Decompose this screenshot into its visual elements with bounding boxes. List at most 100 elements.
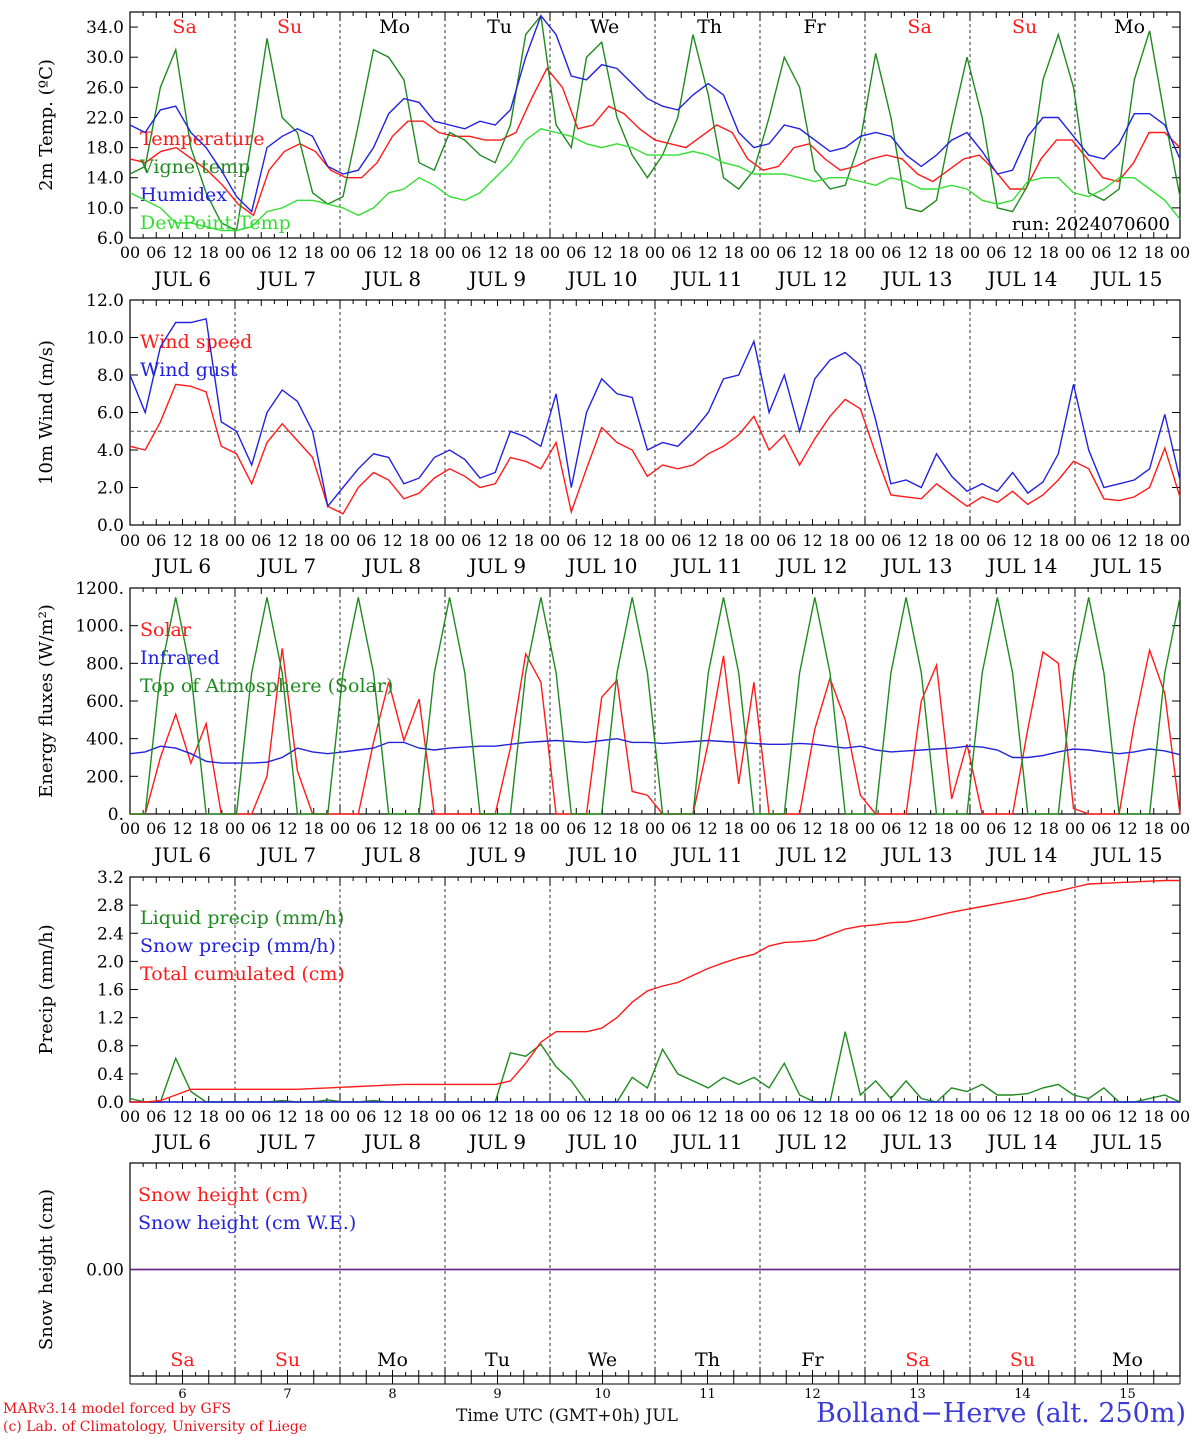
hour-tick-label: 06: [356, 243, 376, 262]
series-line-total-cumulated-cm-: [130, 879, 1180, 1103]
hour-tick-label: 00: [1170, 531, 1190, 550]
date-label: JUL 10: [566, 843, 638, 867]
hour-tick-label: 18: [724, 1107, 744, 1126]
hour-tick-label: 06: [776, 531, 796, 550]
hour-tick-label: 00: [120, 819, 140, 838]
series-line-top-of-atmosphere-solar-: [130, 597, 1181, 815]
credit-model: MARv3.14 model forced by GFS: [3, 1401, 232, 1417]
hour-tick-label: 06: [671, 531, 691, 550]
hour-tick-label: 06: [1091, 531, 1111, 550]
hour-tick-label: 00: [225, 819, 245, 838]
y-tick-label: 3.2: [97, 868, 124, 888]
hour-tick-label: 06: [1091, 819, 1111, 838]
date-label: JUL 8: [362, 843, 421, 867]
hour-tick-label: 12: [1012, 531, 1032, 550]
y-tick-label: 1000.: [75, 617, 124, 637]
day-number-label: 6: [178, 1387, 186, 1402]
hour-tick-label: 12: [592, 1107, 612, 1126]
hour-tick-label: 06: [986, 819, 1006, 838]
hour-tick-label: 00: [120, 1107, 140, 1126]
series-line-wind-speed: [129, 383, 1181, 515]
hour-tick-label: 18: [514, 819, 534, 838]
hour-tick-label: 12: [697, 1107, 717, 1126]
day-number-label: 11: [699, 1387, 716, 1402]
hour-tick-label: 18: [1144, 243, 1164, 262]
hour-tick-label: 18: [514, 531, 534, 550]
hour-tick-label: 18: [1144, 1107, 1164, 1126]
hour-tick-label: 18: [829, 1107, 849, 1126]
hour-tick-label: 18: [619, 243, 639, 262]
hour-tick-label: 06: [881, 1107, 901, 1126]
hour-tick-label: 06: [566, 819, 586, 838]
weekday-label: Mo: [379, 16, 410, 38]
y-axis-label: 2m Temp. (ºC): [36, 59, 57, 191]
hour-tick-label: 12: [907, 1107, 927, 1126]
hour-tick-label: 06: [881, 819, 901, 838]
hour-tick-label: 06: [356, 819, 376, 838]
hour-tick-label: 06: [776, 1107, 796, 1126]
hour-tick-label: 06: [671, 819, 691, 838]
hour-tick-label: 12: [277, 819, 297, 838]
legend-wind-gust: Wind gust: [140, 359, 238, 381]
weekday-label: Su: [1012, 16, 1037, 38]
y-tick-label: 22.0: [86, 108, 124, 128]
series-line-dewpoint-temp: [129, 128, 1181, 232]
day-number-label: 8: [388, 1387, 396, 1402]
hour-tick-label: 06: [461, 243, 481, 262]
hour-tick-label: 00: [330, 819, 350, 838]
date-label: JUL 8: [362, 554, 421, 578]
hour-tick-label: 12: [802, 1107, 822, 1126]
hour-tick-label: 12: [1012, 243, 1032, 262]
hour-tick-label: 12: [802, 531, 822, 550]
hour-tick-label: 18: [829, 819, 849, 838]
hour-tick-label: 06: [986, 531, 1006, 550]
hour-tick-label: 00: [435, 243, 455, 262]
hour-tick-label: 12: [1012, 819, 1032, 838]
hour-tick-label: 00: [540, 1107, 560, 1126]
hour-tick-label: 06: [461, 531, 481, 550]
weekday-label: Th: [695, 1349, 720, 1371]
hour-tick-label: 00: [960, 819, 980, 838]
hour-tick-label: 00: [750, 1107, 770, 1126]
weekday-label: Su: [275, 1349, 300, 1371]
hour-tick-label: 06: [776, 819, 796, 838]
hour-tick-label: 00: [645, 1107, 665, 1126]
hour-tick-label: 18: [1039, 243, 1059, 262]
y-axis-label: Snow height (cm): [36, 1189, 57, 1350]
hour-tick-label: 06: [566, 243, 586, 262]
station-name: Bolland−Herve (alt. 250m): [816, 1398, 1186, 1429]
hour-tick-label: 18: [619, 819, 639, 838]
date-label: JUL 12: [776, 1130, 848, 1154]
hour-tick-label: 12: [697, 819, 717, 838]
hour-tick-label: 18: [304, 819, 324, 838]
hour-tick-label: 18: [934, 1107, 954, 1126]
date-label: JUL 14: [986, 554, 1058, 578]
hour-tick-label: 12: [382, 531, 402, 550]
hour-tick-label: 06: [356, 531, 376, 550]
date-label: JUL 7: [257, 554, 316, 578]
hour-tick-label: 12: [907, 243, 927, 262]
hour-tick-label: 12: [592, 531, 612, 550]
hour-tick-label: 12: [907, 819, 927, 838]
hour-tick-label: 00: [1065, 1107, 1085, 1126]
hour-tick-label: 18: [409, 1107, 429, 1126]
hour-tick-label: 18: [304, 1107, 324, 1126]
date-label: JUL 9: [467, 554, 526, 578]
hour-tick-label: 12: [277, 531, 297, 550]
hour-tick-label: 12: [1117, 243, 1137, 262]
hour-tick-label: 12: [1117, 531, 1137, 550]
hour-tick-label: 00: [750, 531, 770, 550]
hour-tick-label: 06: [356, 1107, 376, 1126]
hour-tick-label: 00: [540, 531, 560, 550]
x-axis-title: Time UTC (GMT+0h) JUL: [456, 1406, 678, 1426]
series-line-vigne-temp: [129, 14, 1181, 232]
date-label: JUL 15: [1091, 1130, 1163, 1154]
hour-tick-label: 12: [907, 531, 927, 550]
hour-tick-label: 18: [829, 243, 849, 262]
legend-dewpoint-temp: DewPoint Temp: [140, 212, 291, 234]
hour-tick-label: 00: [855, 531, 875, 550]
run-label: run: 2024070600: [1012, 214, 1170, 235]
y-tick-label: 1200.: [75, 579, 124, 599]
hour-tick-label: 12: [487, 1107, 507, 1126]
hour-tick-label: 06: [251, 531, 271, 550]
